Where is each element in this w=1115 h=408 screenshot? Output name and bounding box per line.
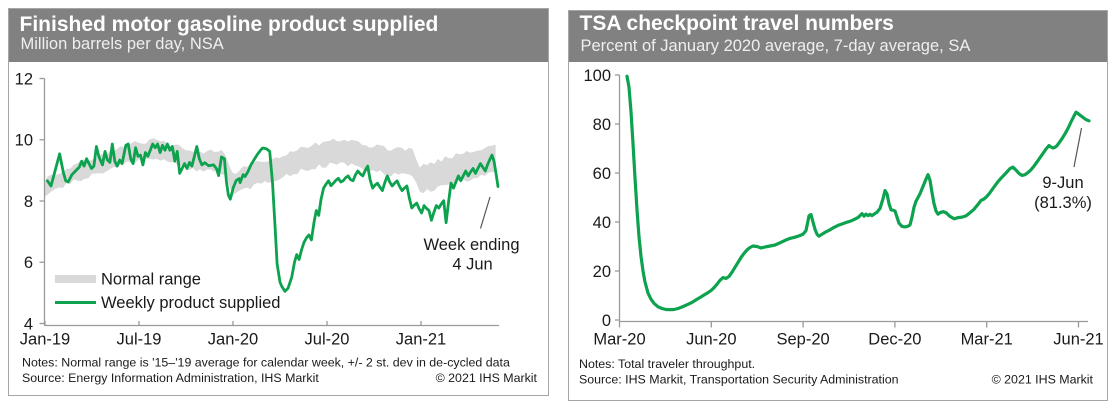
svg-text:© 2021 IHS Markit: © 2021 IHS Markit bbox=[436, 371, 538, 385]
svg-text:Jul-20: Jul-20 bbox=[305, 331, 350, 349]
svg-text:80: 80 bbox=[593, 116, 611, 134]
svg-text:10: 10 bbox=[15, 132, 33, 150]
svg-text:60: 60 bbox=[593, 165, 611, 183]
svg-text:40: 40 bbox=[593, 214, 611, 232]
svg-text:Jun-20: Jun-20 bbox=[686, 331, 736, 349]
svg-text:Jan-21: Jan-21 bbox=[396, 331, 446, 349]
svg-text:8: 8 bbox=[24, 193, 33, 211]
svg-text:Weekly product supplied: Weekly product supplied bbox=[101, 294, 280, 312]
svg-text:Week ending: Week ending bbox=[423, 236, 519, 254]
svg-text:(81.3%): (81.3%) bbox=[1034, 194, 1092, 212]
svg-text:12: 12 bbox=[15, 70, 33, 88]
svg-text:Dec-20: Dec-20 bbox=[868, 331, 921, 349]
svg-text:0: 0 bbox=[602, 312, 611, 330]
svg-text:Notes: Total traveler throughp: Notes: Total traveler throughput. bbox=[579, 357, 755, 371]
svg-text:4: 4 bbox=[24, 315, 33, 333]
svg-text:Mar-20: Mar-20 bbox=[593, 331, 645, 349]
svg-text:Jan-19: Jan-19 bbox=[20, 331, 70, 349]
svg-text:100: 100 bbox=[583, 67, 611, 85]
svg-text:Jun-21: Jun-21 bbox=[1053, 331, 1103, 349]
svg-text:Source: IHS Markit, Transporta: Source: IHS Markit, Transportation Secur… bbox=[579, 373, 899, 387]
svg-text:4 Jun: 4 Jun bbox=[452, 256, 492, 274]
svg-text:6: 6 bbox=[24, 254, 33, 272]
svg-text:© 2021 IHS Markit: © 2021 IHS Markit bbox=[992, 373, 1094, 387]
svg-text:Source: Energy Information Adm: Source: Energy Information Administratio… bbox=[22, 371, 319, 385]
svg-text:Notes: Normal range is '15–'19: Notes: Normal range is '15–'19 average f… bbox=[22, 356, 510, 370]
svg-text:20: 20 bbox=[593, 263, 611, 281]
svg-text:Mar-21: Mar-21 bbox=[961, 331, 1013, 349]
svg-text:Normal range: Normal range bbox=[101, 271, 201, 289]
svg-text:Jul-19: Jul-19 bbox=[117, 331, 162, 349]
svg-text:9-Jun: 9-Jun bbox=[1042, 174, 1083, 192]
svg-text:Jan-20: Jan-20 bbox=[208, 331, 258, 349]
svg-text:Sep-20: Sep-20 bbox=[776, 331, 829, 349]
